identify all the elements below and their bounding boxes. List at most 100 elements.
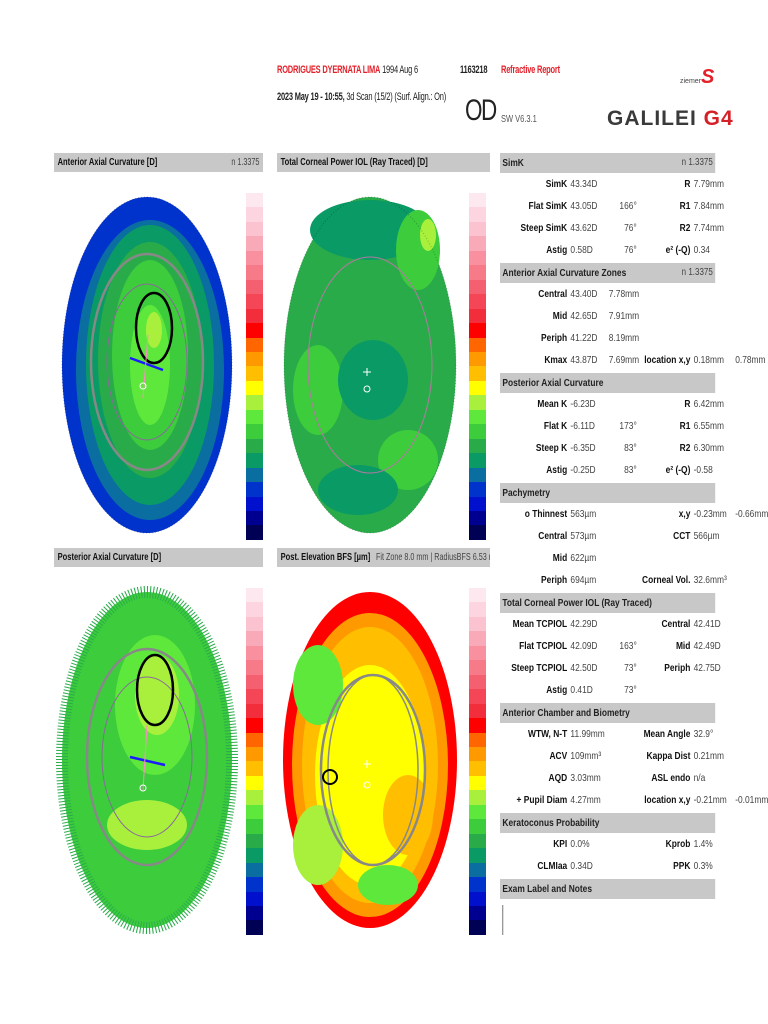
field-value-3 [732, 459, 735, 481]
color-scale-step [246, 424, 263, 439]
section-title: Posterior Axial Curvature [502, 377, 604, 389]
field-extra [609, 745, 639, 767]
color-scale-step [469, 602, 486, 617]
color-scale-step [469, 337, 486, 352]
field-value: 0.34D [570, 860, 593, 872]
field-label-2: ASL endo [651, 772, 691, 784]
field-label-2: Periph [664, 662, 691, 674]
color-scale-step [469, 366, 486, 381]
color-scale-step [469, 775, 486, 791]
field-value: 0.41D [570, 684, 593, 696]
field-value: 0.58D [570, 244, 593, 256]
field-extra [609, 723, 639, 745]
color-scale-step [246, 323, 263, 338]
field-value: -6.11D [570, 420, 595, 432]
color-scale-step [469, 588, 486, 603]
exam-datetime: 2023 May 19 - 10:55, [277, 91, 345, 103]
field-label-2: Central [661, 618, 691, 630]
field-label: KPI [553, 838, 568, 850]
color-scale-step [469, 294, 486, 309]
field-label: Flat SimK [528, 200, 568, 212]
color-scale-step [469, 833, 486, 849]
color-scale-step [246, 351, 263, 367]
color-scale-step [246, 689, 263, 704]
field-label-2: Mean Angle [643, 728, 691, 740]
data-row: Steep K -6.35D 83° R2 6.30mm [500, 437, 724, 459]
data-row: Mean K -6.23D R 6.42mm [500, 393, 724, 415]
color-scale-step [469, 308, 486, 324]
color-scale-step [246, 905, 263, 921]
notes-input[interactable] [502, 905, 504, 935]
field-label-2: e² (-Q) [665, 464, 691, 476]
field-value: 43.40D [570, 288, 598, 300]
color-scale-step [246, 833, 263, 849]
section-header: Total Corneal Power IOL (Ray Traced) [500, 593, 716, 613]
field-value-2 [694, 327, 732, 349]
section: Total Corneal Power IOL (Ray Traced) Mean… [500, 593, 721, 701]
data-row: Flat SimK 43.05D 166° R1 7.84mm [500, 195, 724, 217]
field-value-2: 0.34 [693, 244, 710, 256]
section-header: Pachymetry [500, 483, 716, 503]
field-label-2: location x,y [644, 794, 691, 806]
map-header-posterior-elevation: Post. Elevation BFS [µm] Fit Zone 8.0 mm … [277, 548, 490, 567]
patient-name: RODRIGUES DYERNATA LIMA [277, 64, 381, 76]
software-version: SW V6.3.1 [501, 114, 537, 125]
field-extra [609, 855, 639, 877]
field-label: SimK [545, 178, 568, 190]
field-value-2: 0.21mm [693, 750, 724, 762]
field-label: Steep SimK [520, 222, 568, 234]
field-label: Mean TCPIOL [512, 618, 568, 630]
field-extra: 76° [624, 244, 637, 256]
field-label-2: PPK [673, 860, 691, 872]
section-title: Anterior Chamber and Biometry [502, 707, 630, 719]
section-title: Total Corneal Power IOL (Ray Traced) [502, 597, 652, 609]
color-scale-step [469, 877, 486, 892]
color-scale-step [246, 732, 263, 747]
color-scale-step [246, 438, 263, 454]
color-scale-step [469, 496, 486, 511]
field-value-2 [694, 283, 732, 305]
color-scale-bar [246, 588, 263, 935]
field-value-3 [732, 679, 735, 701]
color-scale-step [246, 703, 263, 719]
color-scale-step [469, 265, 486, 280]
field-extra: 83° [624, 464, 637, 476]
color-scale-step [246, 660, 263, 675]
field-value-3 [732, 437, 735, 459]
data-row: Central 43.40D 7.78mm [500, 283, 715, 305]
field-extra: 7.78mm [608, 288, 640, 300]
color-scale-step [246, 467, 263, 483]
field-label: Periph [541, 332, 568, 344]
section-title: Anterior Axial Curvature Zones [502, 267, 627, 279]
color-scale-step [469, 236, 486, 251]
field-label: Periph [541, 574, 568, 586]
field-extra [609, 525, 639, 547]
field-value-3 [732, 415, 735, 437]
color-scale-step [469, 380, 486, 396]
eye-label: OD [465, 94, 497, 127]
field-value: 573µm [570, 530, 597, 542]
field-label: Astig [546, 684, 568, 696]
color-scale-step [469, 631, 486, 646]
field-label-2: R1 [679, 420, 691, 432]
field-value: 3.03mm [570, 772, 601, 784]
data-row: Mid 42.65D 7.91mm [500, 305, 715, 327]
field-label-2: Kappa Dist [646, 750, 691, 762]
field-label: Mean K [537, 398, 568, 410]
color-scale-step [469, 718, 486, 733]
color-scale-step [469, 193, 486, 208]
field-extra: 163° [619, 640, 637, 652]
section: Exam Label and Notes [500, 879, 716, 935]
field-extra [609, 173, 639, 195]
field-value-3 [732, 569, 735, 591]
field-value-3 [732, 305, 735, 327]
field-label-2 [639, 547, 693, 569]
color-scale-step [246, 279, 263, 295]
exam-line: 2023 May 19 - 10:55, 3d Scan (15/2) (Sur… [277, 91, 446, 103]
field-value-2: 0.18mm [693, 354, 724, 366]
field-value-2 [694, 547, 732, 569]
color-scale-step [469, 645, 486, 661]
field-value-3 [732, 833, 735, 855]
anterior-axial-map [61, 196, 233, 534]
birth-date: 1994 Aug 6 [382, 64, 418, 76]
